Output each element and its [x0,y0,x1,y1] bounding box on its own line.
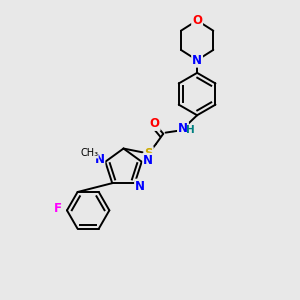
Text: N: N [143,154,153,167]
Text: F: F [53,202,62,215]
Text: O: O [150,117,160,130]
Text: N: N [135,180,145,193]
Text: O: O [192,14,202,27]
Text: N: N [178,122,188,135]
Text: N: N [94,153,104,166]
Text: N: N [192,54,202,67]
Text: S: S [144,147,153,160]
Text: H: H [186,125,195,135]
Text: CH₃: CH₃ [80,148,98,158]
